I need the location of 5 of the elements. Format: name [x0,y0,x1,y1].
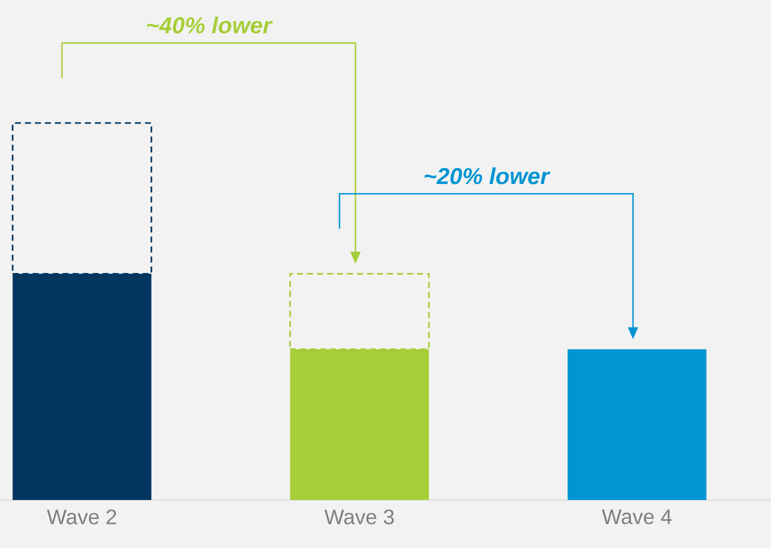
x-tick-label: Wave 4 [602,510,672,524]
x-tick-label: Wave 2 [46,510,116,524]
text: ~40% lower [147,16,273,34]
annotation: ~20% lower [424,167,550,184]
x-tick-label: Wave 3 [324,510,394,524]
